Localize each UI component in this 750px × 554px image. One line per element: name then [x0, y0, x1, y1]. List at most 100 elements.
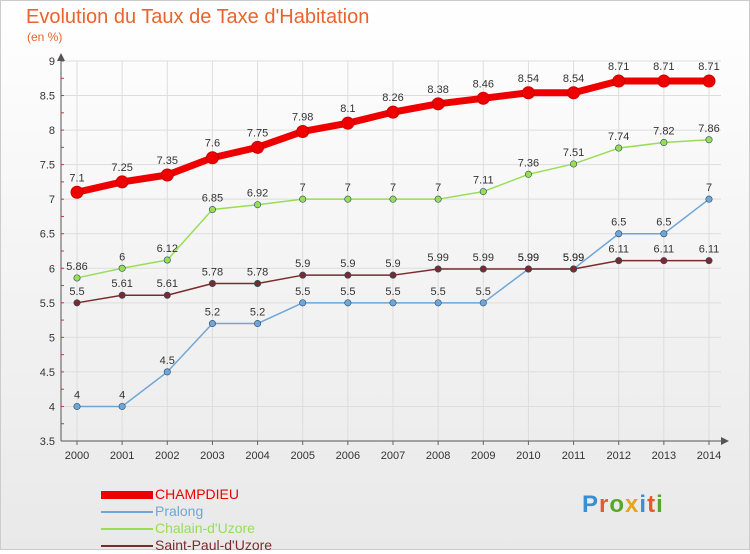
data-label: 4.5: [160, 355, 175, 367]
data-label: 5.5: [476, 286, 491, 298]
data-point: [118, 402, 126, 410]
data-label: 5.9: [340, 258, 355, 270]
data-label: 7.98: [292, 111, 313, 123]
data-label: 5.9: [295, 258, 310, 270]
data-label: 8.54: [518, 73, 539, 85]
data-point: [70, 185, 84, 199]
data-point: [389, 195, 397, 203]
data-label: 5.5: [295, 286, 310, 298]
y-tick-label: 8: [49, 125, 55, 137]
y-tick-label: 6: [49, 263, 55, 275]
data-label: 5.5: [340, 286, 355, 298]
y-tick-label: 7.5: [40, 160, 55, 172]
x-tick-label: 2014: [697, 450, 721, 462]
legend-swatch: [101, 491, 153, 499]
data-point: [612, 74, 626, 88]
data-point: [479, 299, 487, 307]
data-label: 8.46: [473, 78, 494, 90]
x-tick-label: 2007: [381, 450, 405, 462]
data-label: 6.12: [157, 243, 178, 255]
data-label: 8.38: [427, 84, 448, 96]
data-label: 7.74: [608, 131, 629, 143]
x-tick-label: 2006: [336, 450, 360, 462]
data-label: 6.5: [611, 217, 626, 229]
legend-item: CHAMPDIEU: [101, 486, 321, 503]
data-point: [615, 257, 623, 265]
data-point: [386, 105, 400, 119]
data-label: 6.85: [202, 193, 223, 205]
data-label: 5.99: [518, 252, 539, 264]
x-tick-label: 2001: [110, 450, 134, 462]
y-tick-label: 6.5: [40, 229, 55, 241]
data-point: [160, 168, 174, 182]
data-label: 7.6: [205, 138, 220, 150]
chart-title: Evolution du Taux de Taxe d'Habitation: [26, 6, 370, 28]
data-point: [344, 299, 352, 307]
data-point: [73, 299, 81, 307]
data-label: 6.92: [247, 188, 268, 200]
x-tick-label: 2005: [290, 450, 314, 462]
x-tick-label: 2012: [606, 450, 630, 462]
data-point: [205, 151, 219, 165]
data-point: [434, 195, 442, 203]
data-point: [660, 139, 668, 147]
data-label: 7.51: [563, 147, 584, 159]
data-label: 5.5: [430, 286, 445, 298]
y-tick-label: 4.5: [40, 367, 55, 379]
data-point: [163, 291, 171, 299]
data-label: 6.11: [654, 244, 675, 256]
data-label: 5.9: [385, 258, 400, 270]
logo-letter: P: [582, 491, 600, 518]
logo-letter: r: [599, 491, 610, 518]
data-label: 5.61: [157, 278, 178, 290]
data-point: [434, 265, 442, 273]
data-point: [657, 74, 671, 88]
x-tick-label: 2004: [245, 450, 269, 462]
data-label: 5.5: [69, 286, 84, 298]
data-point: [299, 271, 307, 279]
data-point: [254, 320, 262, 328]
legend-label: CHAMPDIEU: [155, 486, 240, 502]
data-label: 5.2: [205, 307, 220, 319]
data-point: [615, 144, 623, 152]
y-tick-label: 9: [49, 56, 55, 68]
legend-label: Chalain-d'Uzore: [155, 520, 255, 536]
data-point: [163, 256, 171, 264]
data-point: [296, 124, 310, 138]
data-label: 5.99: [563, 252, 584, 264]
data-label: 8.1: [340, 103, 355, 115]
data-label: 6.5: [656, 217, 671, 229]
data-label: 7.35: [157, 155, 178, 167]
legend-swatch: [101, 545, 153, 547]
data-label: 5.86: [66, 261, 87, 273]
x-axis-arrow: [721, 437, 729, 445]
data-label: 7: [390, 182, 396, 194]
data-point: [660, 257, 668, 265]
x-tick-label: 2008: [426, 450, 450, 462]
data-point: [163, 368, 171, 376]
logo-letter: i: [639, 491, 648, 518]
data-point: [705, 257, 713, 265]
legend-swatch: [101, 511, 153, 513]
data-label: 5.78: [202, 266, 223, 278]
logo-letter: x: [625, 491, 640, 518]
data-label: 7.1: [69, 172, 84, 184]
x-tick-label: 2013: [652, 450, 676, 462]
data-point: [118, 264, 126, 272]
y-tick-label: 4: [49, 401, 55, 413]
data-point: [567, 86, 581, 100]
chart-subtitle: (en %): [27, 30, 63, 44]
data-point: [208, 279, 216, 287]
data-point: [705, 136, 713, 144]
legend-label: Saint-Paul-d'Uzore: [155, 537, 273, 553]
data-point: [476, 91, 490, 105]
data-label: 8.71: [608, 61, 629, 73]
data-label: 6.11: [608, 244, 629, 256]
data-label: 6: [119, 251, 125, 263]
data-point: [118, 291, 126, 299]
x-tick-label: 2000: [65, 450, 89, 462]
x-tick-label: 2011: [562, 450, 586, 462]
data-label: 8.71: [698, 61, 719, 73]
data-point: [705, 195, 713, 203]
